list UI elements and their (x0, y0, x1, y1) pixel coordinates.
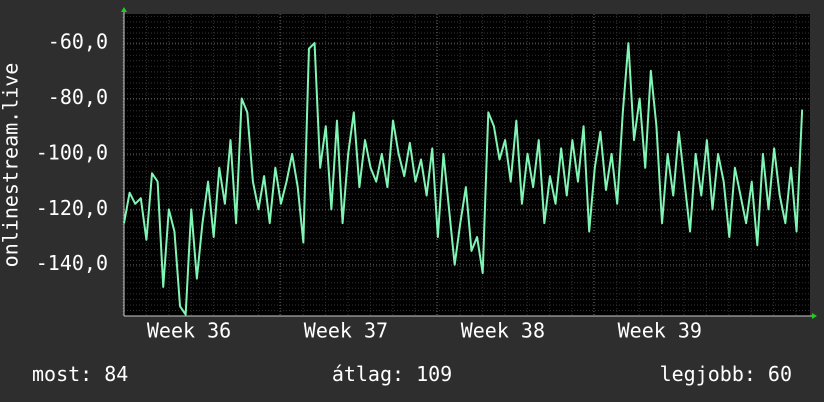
stat-value: 109 (416, 362, 452, 386)
y-tick-label: -140,0 (36, 251, 108, 275)
x-tick-label: Week 36 (147, 319, 231, 343)
stat-value: 84 (104, 362, 128, 386)
x-tick-label: Week 39 (618, 319, 702, 343)
y-tick-label: -100,0 (36, 140, 108, 164)
x-tick-label: Week 37 (304, 319, 388, 343)
stat-value: 60 (768, 362, 792, 386)
stat-label: legjobb: (660, 362, 756, 386)
stat-label: most: (32, 362, 92, 386)
footer-stat: átlag: 109 (332, 362, 452, 386)
series-line (123, 42, 804, 316)
footer-stat: legjobb: 60 (660, 362, 792, 386)
y-axis-label: onlinestream.live (0, 63, 23, 268)
y-tick-label: -60,0 (48, 30, 108, 54)
y-tick-label: -120,0 (36, 196, 108, 220)
footer-stat: most: 84 (32, 362, 128, 386)
plot-area (124, 14, 810, 316)
x-tick-label: Week 38 (461, 319, 545, 343)
stat-label: átlag: (332, 362, 404, 386)
axis-arrow (121, 7, 127, 12)
axis-arrow (812, 313, 817, 319)
y-tick-label: -80,0 (48, 85, 108, 109)
